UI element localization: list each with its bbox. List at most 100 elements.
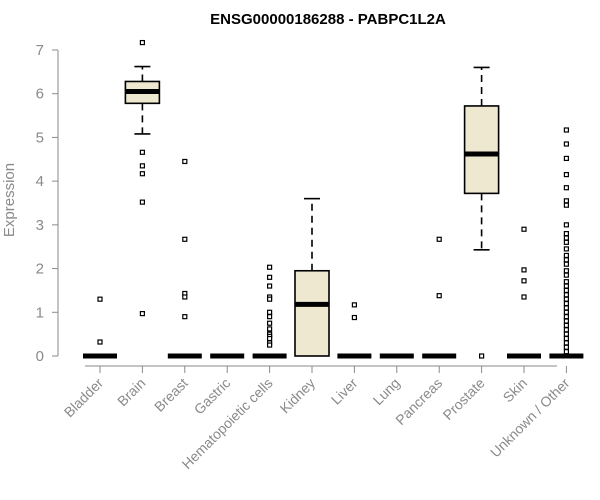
outlier-point — [563, 331, 570, 337]
outlier-point — [521, 294, 527, 300]
outlier-point — [563, 202, 570, 208]
box-group — [124, 39, 161, 317]
box-group — [337, 302, 372, 359]
outlier-point — [563, 268, 570, 274]
outlier-point — [139, 39, 145, 46]
outlier-point — [351, 314, 357, 321]
outlier-point — [563, 296, 570, 302]
outlier-point — [563, 185, 570, 191]
outlier-point — [139, 199, 145, 205]
outlier-point — [521, 267, 527, 273]
y-tick-label: 7 — [36, 42, 44, 59]
outlier-point — [563, 272, 570, 278]
outlier-point — [563, 246, 570, 252]
outlier-point — [139, 171, 145, 177]
outlier-point — [521, 278, 527, 284]
outlier-point — [563, 235, 570, 241]
box — [294, 269, 330, 357]
y-tick-label: 2 — [36, 261, 44, 278]
box — [463, 105, 500, 195]
y-tick-label: 3 — [36, 217, 44, 234]
outlier-point — [563, 239, 570, 245]
outlier-point — [182, 236, 188, 242]
box-group — [422, 236, 457, 359]
outlier-point — [563, 309, 570, 315]
outlier-point — [182, 158, 188, 165]
x-tick-label: Brain — [114, 375, 148, 409]
outlier-point — [267, 320, 273, 326]
outlier-point — [563, 141, 570, 147]
outlier-point — [267, 283, 273, 289]
x-tick-label: Skin — [500, 375, 531, 406]
box-group — [252, 264, 287, 359]
outlier-point — [139, 149, 145, 155]
outlier-point — [267, 342, 273, 348]
box-group — [549, 127, 584, 359]
outlier-point — [563, 222, 570, 228]
outlier-point — [267, 335, 273, 342]
box-group — [507, 226, 541, 359]
y-tick-label: 1 — [36, 304, 44, 321]
outlier-point — [563, 155, 570, 162]
outlier-point — [563, 252, 570, 259]
outlier-point — [267, 309, 273, 315]
box-group — [83, 296, 117, 359]
x-tick-label: Prostate — [440, 375, 488, 423]
box-group — [294, 197, 330, 357]
outlier-point — [267, 296, 273, 302]
boxes — [83, 39, 584, 359]
outlier-point — [563, 287, 570, 294]
outlier-point — [563, 314, 570, 320]
outlier-point — [563, 300, 570, 307]
y-tick-label: 6 — [36, 86, 44, 103]
outlier-point — [563, 340, 570, 346]
outlier-point — [563, 344, 570, 350]
box-group — [463, 66, 500, 359]
outlier-point — [563, 305, 570, 311]
outlier-point — [563, 318, 570, 324]
outlier-point — [267, 274, 273, 280]
outlier-point — [563, 231, 570, 237]
outlier-point — [563, 261, 570, 267]
outlier-point — [563, 292, 570, 298]
outlier-point — [267, 264, 273, 270]
y-ticks: 0 1 2 3 4 5 6 7 — [36, 42, 58, 365]
box-group — [167, 158, 202, 359]
x-tick-label: Kidney — [277, 375, 319, 417]
outlier-point — [139, 310, 145, 317]
chart-title: ENSG00000186288 - PABPC1L2A — [210, 11, 446, 28]
outlier-point — [563, 171, 570, 178]
x-tick-label: Pancreas — [392, 375, 445, 428]
x-tick-label: Bladder — [61, 375, 107, 421]
outlier-point — [521, 226, 527, 232]
x-tick-label: Lung — [370, 375, 403, 408]
outlier-point — [563, 322, 570, 328]
outlier-point — [436, 293, 442, 299]
y-axis-label: Expression — [1, 163, 18, 237]
outlier-point — [267, 314, 273, 320]
outlier-point — [97, 296, 103, 302]
outlier-point — [97, 339, 103, 345]
outlier-point — [267, 326, 273, 332]
outlier-point — [139, 163, 145, 169]
y-tick-label: 5 — [36, 129, 44, 146]
y-tick-label: 0 — [36, 348, 44, 365]
outlier-point — [563, 327, 570, 333]
outlier-point — [563, 279, 570, 285]
outlier-point — [563, 335, 570, 342]
outlier-point — [182, 314, 188, 320]
outlier-point — [563, 127, 570, 133]
outlier-point — [182, 294, 188, 300]
outlier-point — [563, 257, 570, 263]
x-tick-label: Unknown / Other — [487, 375, 573, 461]
outlier-point — [436, 236, 442, 242]
outlier-point — [351, 302, 357, 308]
outlier-point — [479, 353, 485, 359]
y-tick-label: 4 — [36, 173, 44, 190]
x-tick-label: Breast — [151, 375, 191, 415]
x-tick-label: Liver — [328, 375, 361, 408]
outlier-point — [563, 283, 570, 289]
outlier-point — [563, 349, 570, 355]
